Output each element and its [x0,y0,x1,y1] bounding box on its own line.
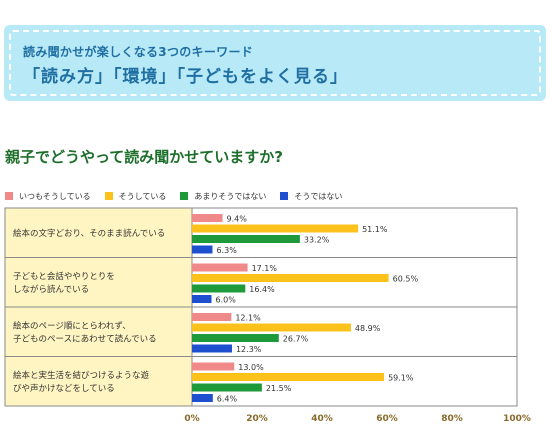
bar [192,362,235,371]
bar [192,235,300,243]
bar-value-label: 6.4% [217,395,238,404]
bar [192,383,262,392]
chart-legend: いつもそうしている そうしている あまりそうではない そうではない [5,190,356,202]
bar [192,295,212,303]
bar-value-label: 48.9% [355,324,381,333]
bar-value-label: 60.5% [393,275,419,284]
x-tick-label: 0% [184,414,199,424]
bar-value-label: 12.3% [236,345,262,354]
bar-value-label: 33.2% [304,236,330,245]
category-label: 子どものペースにあわせて読んでいる [13,333,157,344]
legend-swatch-yellow [104,192,113,200]
bar [192,245,213,254]
bar [192,224,359,233]
bar [192,263,248,272]
bar [192,323,351,332]
category-label: 絵本の文字どおり、そのまま読んでいる [13,228,165,239]
bar-value-label: 9.4% [227,215,248,224]
legend-item-never: そうではない [280,191,342,202]
category-label: しながら読んでいる [13,284,89,295]
legend-swatch-blue [280,192,289,200]
bar-value-label: 51.1% [362,225,388,234]
bar-value-label: 12.1% [235,314,261,323]
category-label: 絵本のページ順にとらわれず、 [13,320,131,331]
legend-item-rarely: あまりそうではない [180,191,266,202]
bar [192,313,232,321]
bar-value-label: 59.1% [388,374,414,383]
x-tick-label: 80% [441,414,463,424]
chart-question-heading: 親子でどうやって読み聞かせていますか? [5,148,283,166]
bar-value-label: 17.1% [252,264,278,273]
bar [192,214,223,222]
bar-value-label: 6.0% [216,296,237,305]
legend-swatch-green [180,192,189,200]
banner-title: 「読み方」「環境」「子どもをよく見る」 [23,67,348,87]
legend-item-always: いつもそうしている [5,191,91,202]
bar [192,274,389,282]
bar-value-label: 21.5% [266,384,292,393]
x-tick-label: 20% [246,414,268,424]
banner-dashed-border [9,30,541,96]
bar [192,373,385,381]
x-tick-label: 60% [376,414,398,424]
x-tick-label: 100% [503,414,531,424]
bar-value-label: 26.7% [283,335,309,344]
category-label: 絵本と実生活を結びつけるような遊 [13,370,150,381]
legend-swatch-pink [5,192,13,200]
bar [192,284,246,293]
bar [192,344,232,353]
legend-label-rarely: あまりそうではない [194,191,267,201]
category-label: びや声かけなどをしている [13,383,115,394]
category-label: 子どもと会話ややりとりを [13,271,115,282]
bar-value-label: 13.0% [238,363,264,372]
bar [192,394,213,402]
bar-value-label: 6.3% [216,246,237,255]
legend-label-never: そうではない [294,191,343,201]
x-tick-label: 40% [311,414,333,424]
legend-label-often: そうしている [118,191,167,201]
banner-subtitle: 読み聞かせが楽しくなる3つのキーワード [23,45,254,59]
bar-value-label: 16.4% [249,285,275,294]
legend-item-often: そうしている [104,191,167,202]
legend-label-always: いつもそうしている [19,191,91,201]
header-banner [4,25,546,101]
bar [192,334,279,342]
